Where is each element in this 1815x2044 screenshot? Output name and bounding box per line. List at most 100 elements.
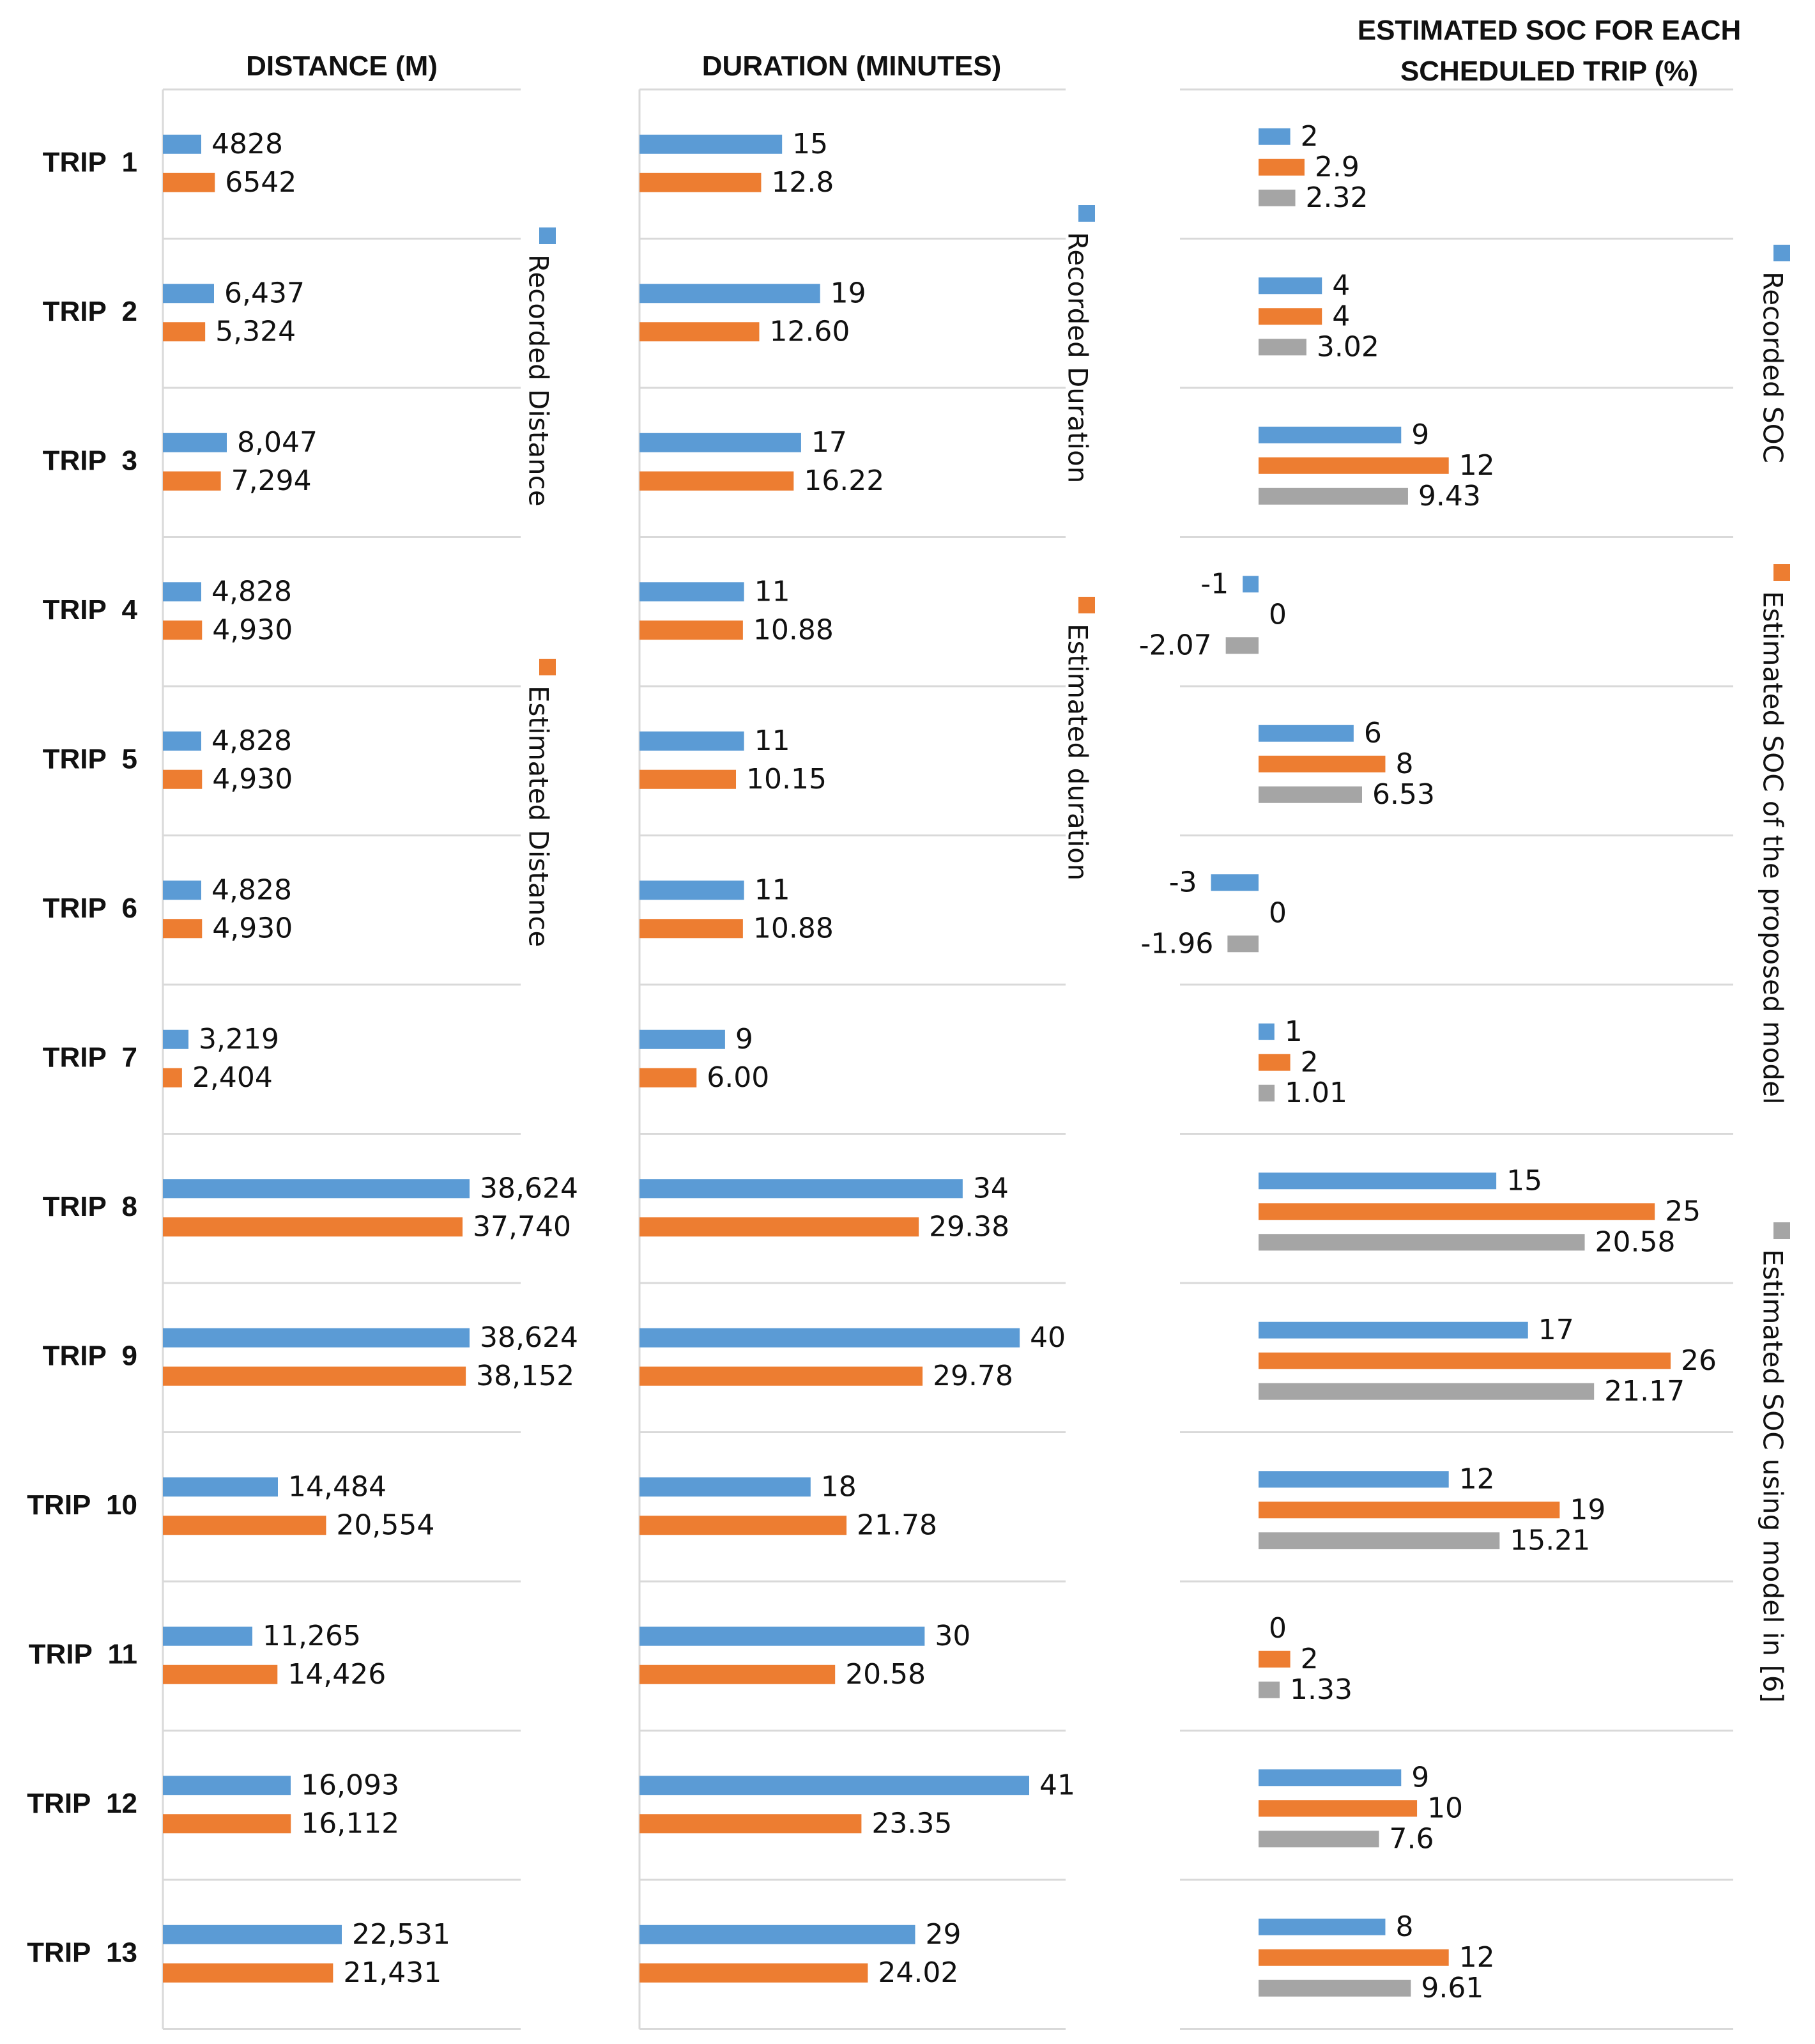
soc-bar-estimated-soc-using-model-in-6 xyxy=(1225,637,1259,654)
distance-data-label: 14,426 xyxy=(287,1658,386,1691)
duration-bar-estimated-duration xyxy=(639,1963,868,1983)
trip-label: TRIP 9 xyxy=(43,1340,137,1371)
distance-bar-recorded-distance xyxy=(163,731,201,751)
legend-swatch-estimated-soc-proposed xyxy=(1773,564,1790,581)
soc-bar-recorded-soc xyxy=(1259,1918,1386,1935)
distance-data-label: 14,484 xyxy=(288,1470,387,1503)
soc-panel-title-line-2: SCHEDULED TRIP (%) xyxy=(1400,56,1698,87)
distance-bar-recorded-distance xyxy=(163,1925,342,1944)
duration-bar-recorded-duration xyxy=(639,284,820,304)
duration-data-label: 29 xyxy=(925,1918,961,1951)
duration-data-label: 21.78 xyxy=(857,1509,937,1541)
soc-bar-estimated-soc-of-the-proposed-model xyxy=(1259,308,1322,325)
duration-bar-estimated-duration xyxy=(639,471,794,491)
trip-label: TRIP 10 xyxy=(27,1489,137,1521)
trip-label: TRIP 2 xyxy=(43,296,137,327)
duration-bar-estimated-duration xyxy=(639,173,762,192)
duration-data-label: 16.22 xyxy=(804,465,884,497)
distance-bar-recorded-distance xyxy=(163,1626,252,1646)
soc-bar-estimated-soc-using-model-in-6 xyxy=(1259,488,1408,505)
duration-data-label: 41 xyxy=(1039,1769,1075,1801)
distance-bar-recorded-distance xyxy=(163,1029,189,1049)
soc-bar-recorded-soc xyxy=(1259,128,1290,145)
distance-data-label: 16,093 xyxy=(301,1769,399,1801)
soc-data-label: 10 xyxy=(1427,1792,1463,1824)
distance-bar-recorded-distance xyxy=(163,880,201,900)
soc-data-label: 0 xyxy=(1269,598,1287,631)
duration-bar-recorded-duration xyxy=(639,1477,811,1497)
legend-label-estimated-soc-model6: Estimated SOC using model in [6] xyxy=(1758,1249,1789,1703)
distance-bar-recorded-distance xyxy=(163,1328,470,1348)
legend-label-recorded-distance: Recorded Distance xyxy=(523,254,555,507)
soc-bar-estimated-soc-of-the-proposed-model xyxy=(1259,1054,1290,1071)
distance-data-label: 4,930 xyxy=(212,912,293,944)
trip-label: TRIP 11 xyxy=(29,1638,137,1670)
soc-bar-recorded-soc xyxy=(1259,1769,1402,1787)
distance-data-label: 8,047 xyxy=(237,426,318,459)
distance-bar-estimated-distance xyxy=(163,1516,326,1535)
soc-bar-estimated-soc-of-the-proposed-model xyxy=(1259,1203,1655,1220)
distance-bar-estimated-distance xyxy=(163,1664,278,1684)
soc-data-label: 9 xyxy=(1411,419,1429,451)
soc-data-label: 19 xyxy=(1570,1493,1605,1526)
duration-bar-estimated-duration xyxy=(639,769,737,789)
distance-bar-recorded-distance xyxy=(163,1179,470,1199)
distance-data-label: 4,828 xyxy=(211,725,292,757)
soc-bar-estimated-soc-using-model-in-6 xyxy=(1259,1532,1500,1549)
duration-data-label: 19 xyxy=(831,277,866,309)
trip-label: TRIP 5 xyxy=(43,743,137,774)
soc-data-label: 25 xyxy=(1665,1195,1701,1227)
soc-data-label: 1 xyxy=(1285,1015,1303,1048)
soc-data-label: -1.96 xyxy=(1141,927,1214,960)
soc-data-label: -3 xyxy=(1169,866,1197,898)
distance-data-label: 4,828 xyxy=(211,575,292,608)
duration-data-label: 9 xyxy=(735,1023,753,1056)
duration-data-label: 10.88 xyxy=(753,613,834,646)
soc-data-label: 26 xyxy=(1681,1344,1717,1377)
duration-bar-recorded-duration xyxy=(639,1776,1029,1795)
legend-label-estimated-soc-proposed: Estimated SOC of the proposed model xyxy=(1758,591,1789,1105)
soc-bar-recorded-soc xyxy=(1259,1471,1449,1488)
distance-bar-recorded-distance xyxy=(163,582,201,602)
duration-data-label: 23.35 xyxy=(871,1807,952,1840)
distance-bar-estimated-distance xyxy=(163,620,203,640)
soc-bar-estimated-soc-of-the-proposed-model xyxy=(1259,457,1449,474)
duration-bar-recorded-duration xyxy=(639,1328,1020,1348)
duration-data-label: 30 xyxy=(935,1620,970,1652)
distance-data-label: 4828 xyxy=(211,128,283,160)
distance-bar-estimated-distance xyxy=(163,471,221,491)
legend-swatch-estimated-distance xyxy=(539,659,556,675)
distance-bar-estimated-distance xyxy=(163,1814,291,1834)
soc-bar-estimated-soc-using-model-in-6 xyxy=(1259,1831,1379,1848)
distance-bar-estimated-distance xyxy=(163,1366,466,1386)
duration-bar-estimated-duration xyxy=(639,322,760,342)
soc-data-label: 7.6 xyxy=(1390,1822,1434,1855)
soc-data-label: 2 xyxy=(1301,1643,1319,1675)
soc-bar-estimated-soc-using-model-in-6 xyxy=(1259,1979,1411,1997)
soc-bar-estimated-soc-of-the-proposed-model xyxy=(1259,1352,1671,1369)
duration-data-label: 11 xyxy=(754,873,790,906)
duration-data-label: 10.15 xyxy=(746,763,827,795)
distance-data-label: 4,930 xyxy=(212,613,293,646)
distance-bar-recorded-distance xyxy=(163,134,201,154)
legend-label-estimated-duration: Estimated duration xyxy=(1062,624,1094,880)
soc-bar-recorded-soc xyxy=(1259,1172,1497,1190)
duration-bar-estimated-duration xyxy=(639,1516,847,1535)
trip-label: TRIP 3 xyxy=(43,445,137,476)
duration-legend: Recorded Duration Estimated duration xyxy=(1062,205,1095,880)
duration-data-label: 12.60 xyxy=(769,315,850,348)
distance-bar-recorded-distance xyxy=(163,1477,278,1497)
legend-swatch-recorded-soc xyxy=(1773,245,1790,261)
legend-swatch-recorded-duration xyxy=(1078,205,1095,222)
legend-swatch-estimated-duration xyxy=(1078,597,1095,613)
trip-label: TRIP 4 xyxy=(43,594,138,626)
bar-marks xyxy=(163,128,1671,1997)
soc-data-label: 2.9 xyxy=(1315,151,1359,183)
soc-data-label: 1.01 xyxy=(1285,1077,1347,1109)
soc-bar-estimated-soc-of-the-proposed-model xyxy=(1259,1949,1449,1966)
duration-data-label: 12.8 xyxy=(771,166,834,199)
distance-data-label: 5,324 xyxy=(215,315,296,348)
soc-bar-recorded-soc xyxy=(1259,1023,1275,1040)
distance-data-label: 38,624 xyxy=(480,1172,578,1204)
soc-data-label: 3.02 xyxy=(1317,330,1379,363)
